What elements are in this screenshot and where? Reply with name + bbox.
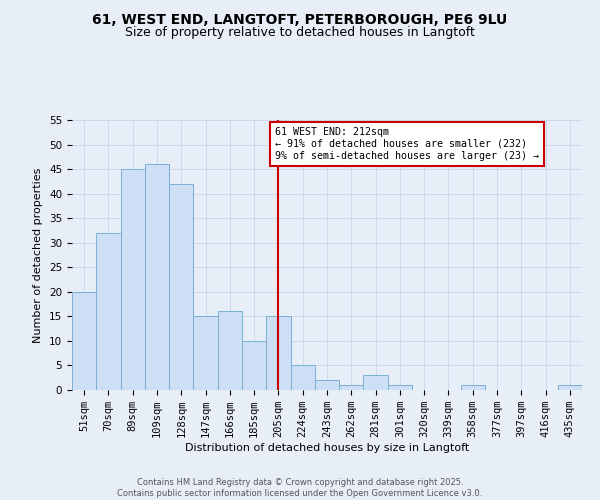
Text: 61 WEST END: 212sqm
← 91% of detached houses are smaller (232)
9% of semi-detach: 61 WEST END: 212sqm ← 91% of detached ho…: [275, 128, 539, 160]
Bar: [266, 316, 290, 390]
Bar: [121, 169, 145, 390]
Bar: [218, 312, 242, 390]
Bar: [169, 184, 193, 390]
Bar: [72, 292, 96, 390]
Bar: [242, 341, 266, 390]
Bar: [96, 233, 121, 390]
Bar: [388, 385, 412, 390]
Bar: [339, 385, 364, 390]
Bar: [193, 316, 218, 390]
Bar: [290, 366, 315, 390]
Y-axis label: Number of detached properties: Number of detached properties: [34, 168, 43, 342]
Bar: [558, 385, 582, 390]
Bar: [145, 164, 169, 390]
Bar: [461, 385, 485, 390]
Text: Contains HM Land Registry data © Crown copyright and database right 2025.
Contai: Contains HM Land Registry data © Crown c…: [118, 478, 482, 498]
X-axis label: Distribution of detached houses by size in Langtoft: Distribution of detached houses by size …: [185, 443, 469, 453]
Text: Size of property relative to detached houses in Langtoft: Size of property relative to detached ho…: [125, 26, 475, 39]
Bar: [364, 376, 388, 390]
Text: 61, WEST END, LANGTOFT, PETERBOROUGH, PE6 9LU: 61, WEST END, LANGTOFT, PETERBOROUGH, PE…: [92, 12, 508, 26]
Bar: [315, 380, 339, 390]
